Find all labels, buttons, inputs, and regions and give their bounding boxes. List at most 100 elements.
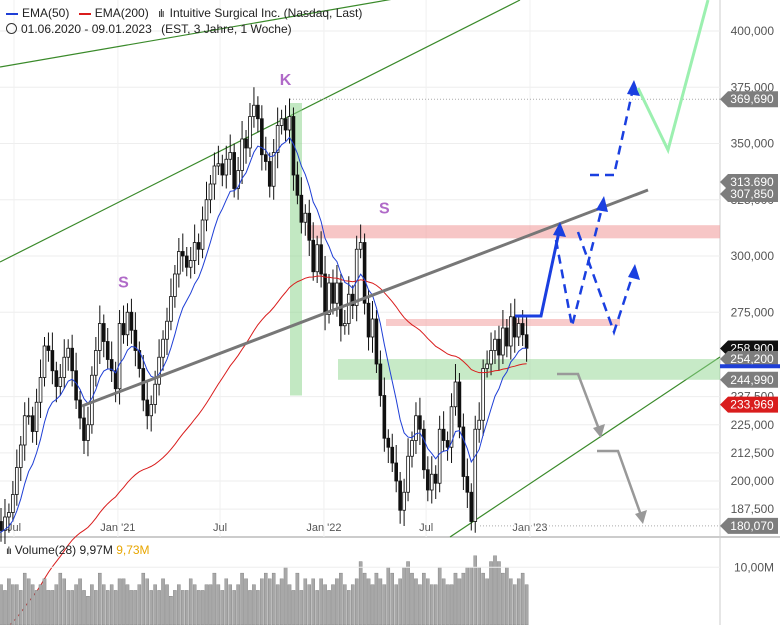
- volume-bar: [433, 584, 438, 625]
- candle-body: [212, 165, 217, 185]
- candle-body: [343, 323, 347, 327]
- volume-bar: [422, 572, 426, 625]
- volume-bar: [212, 572, 217, 625]
- candle-body: [169, 296, 173, 322]
- volume-bar: [275, 584, 280, 625]
- price-tag-label: 233,969: [730, 398, 774, 412]
- volume-bar: [125, 584, 130, 625]
- candle-body: [133, 329, 138, 351]
- candle-body: [121, 323, 126, 336]
- bear-arrow-head-1: [593, 424, 605, 438]
- volume-bar: [256, 590, 260, 625]
- volume-bar: [394, 584, 398, 625]
- volume-bar: [473, 555, 477, 625]
- volume-bar: [240, 572, 244, 625]
- candle-body: [70, 347, 74, 372]
- x-tick-label: Jul: [7, 522, 21, 534]
- volume-bar: [501, 572, 505, 625]
- candle-body: [18, 444, 23, 468]
- candle-body: [248, 116, 252, 149]
- candle-body: [323, 273, 327, 315]
- legend-instrument: Intuitive Surgical Inc. (Nasdaq, Last): [169, 6, 363, 20]
- candle-body: [283, 118, 288, 131]
- volume-bars-icon: ılı: [6, 546, 12, 557]
- candle-body: [398, 480, 402, 511]
- volume-bar: [204, 584, 209, 625]
- volume-bar: [157, 590, 161, 625]
- volume-bar: [62, 578, 66, 625]
- candle-body: [78, 399, 82, 419]
- y-tick-label: 212,500: [731, 446, 775, 460]
- volume-bar: [386, 567, 391, 625]
- volume-bar: [109, 584, 114, 625]
- candle-body: [228, 152, 233, 160]
- candle-body: [481, 368, 485, 421]
- candle-body: [46, 345, 51, 351]
- dashed-scenario-1: [554, 199, 606, 327]
- volume-bar: [406, 561, 410, 625]
- volume-bar: [216, 584, 221, 625]
- y-tick-label: 300,000: [731, 249, 775, 263]
- price-tag-label: 307,850: [730, 187, 774, 201]
- volume-bar: [382, 584, 387, 625]
- volume-bar: [441, 578, 446, 625]
- volume-bar: [34, 590, 39, 625]
- volume-bar: [102, 584, 106, 625]
- candle-body: [402, 491, 406, 511]
- price-tag: 233,969: [720, 396, 778, 413]
- candle-body: [331, 282, 335, 304]
- volume-bar: [267, 578, 272, 625]
- candle-body: [390, 446, 395, 464]
- candle-body: [267, 161, 272, 187]
- volume-bar: [445, 584, 450, 625]
- candle-body: [101, 323, 106, 342]
- volume-bar: [78, 578, 82, 625]
- candle-body: [30, 415, 35, 432]
- lower-channel-line: [449, 356, 721, 538]
- volume-bar: [319, 578, 323, 625]
- candle-body: [161, 338, 165, 358]
- volume-bar: [291, 590, 296, 625]
- x-tick-label: Jan '21: [100, 522, 135, 534]
- volume-bar: [153, 584, 157, 625]
- candle-body: [418, 415, 422, 430]
- neckline: [81, 188, 649, 408]
- volume-bar: [248, 590, 252, 625]
- ema50-axis-marker: [720, 364, 780, 369]
- candle-body: [42, 345, 47, 378]
- volume-bar: [271, 572, 276, 625]
- candle-body: [11, 494, 15, 513]
- candle-body: [422, 428, 426, 471]
- candle-body: [453, 381, 458, 408]
- price-tag-bg: [720, 186, 778, 202]
- volume-bar: [311, 578, 315, 625]
- volume-bar: [7, 578, 11, 625]
- candle-body: [473, 428, 478, 522]
- ema200-line: [8, 275, 527, 625]
- volume-bar: [307, 584, 312, 625]
- candle-body: [469, 491, 474, 522]
- volume-bar: [358, 561, 363, 625]
- candle-body: [149, 404, 153, 417]
- candle-body: [117, 323, 122, 390]
- volume-bar: [410, 572, 414, 625]
- candle-body: [220, 163, 225, 176]
- candle-body: [208, 183, 213, 201]
- y-tick-label: 200,000: [731, 474, 775, 488]
- candle-body: [449, 406, 454, 448]
- volume-bar: [323, 584, 327, 625]
- volume-bar: [343, 584, 347, 625]
- volume-bar: [390, 572, 394, 625]
- volume-bar: [430, 584, 434, 625]
- volume-bar: [279, 578, 284, 625]
- volume-bar: [208, 584, 213, 625]
- dashed-arrow-head-3: [627, 80, 640, 96]
- candle-body: [501, 327, 505, 356]
- dashed-scenario-2: [576, 231, 637, 336]
- volume-bar: [453, 572, 458, 625]
- candle-body: [327, 282, 331, 315]
- price-tag: 254,200: [720, 351, 778, 368]
- candle-body: [157, 356, 161, 385]
- volume-bar: [113, 590, 118, 625]
- volume-label: Volume(28): [14, 543, 77, 557]
